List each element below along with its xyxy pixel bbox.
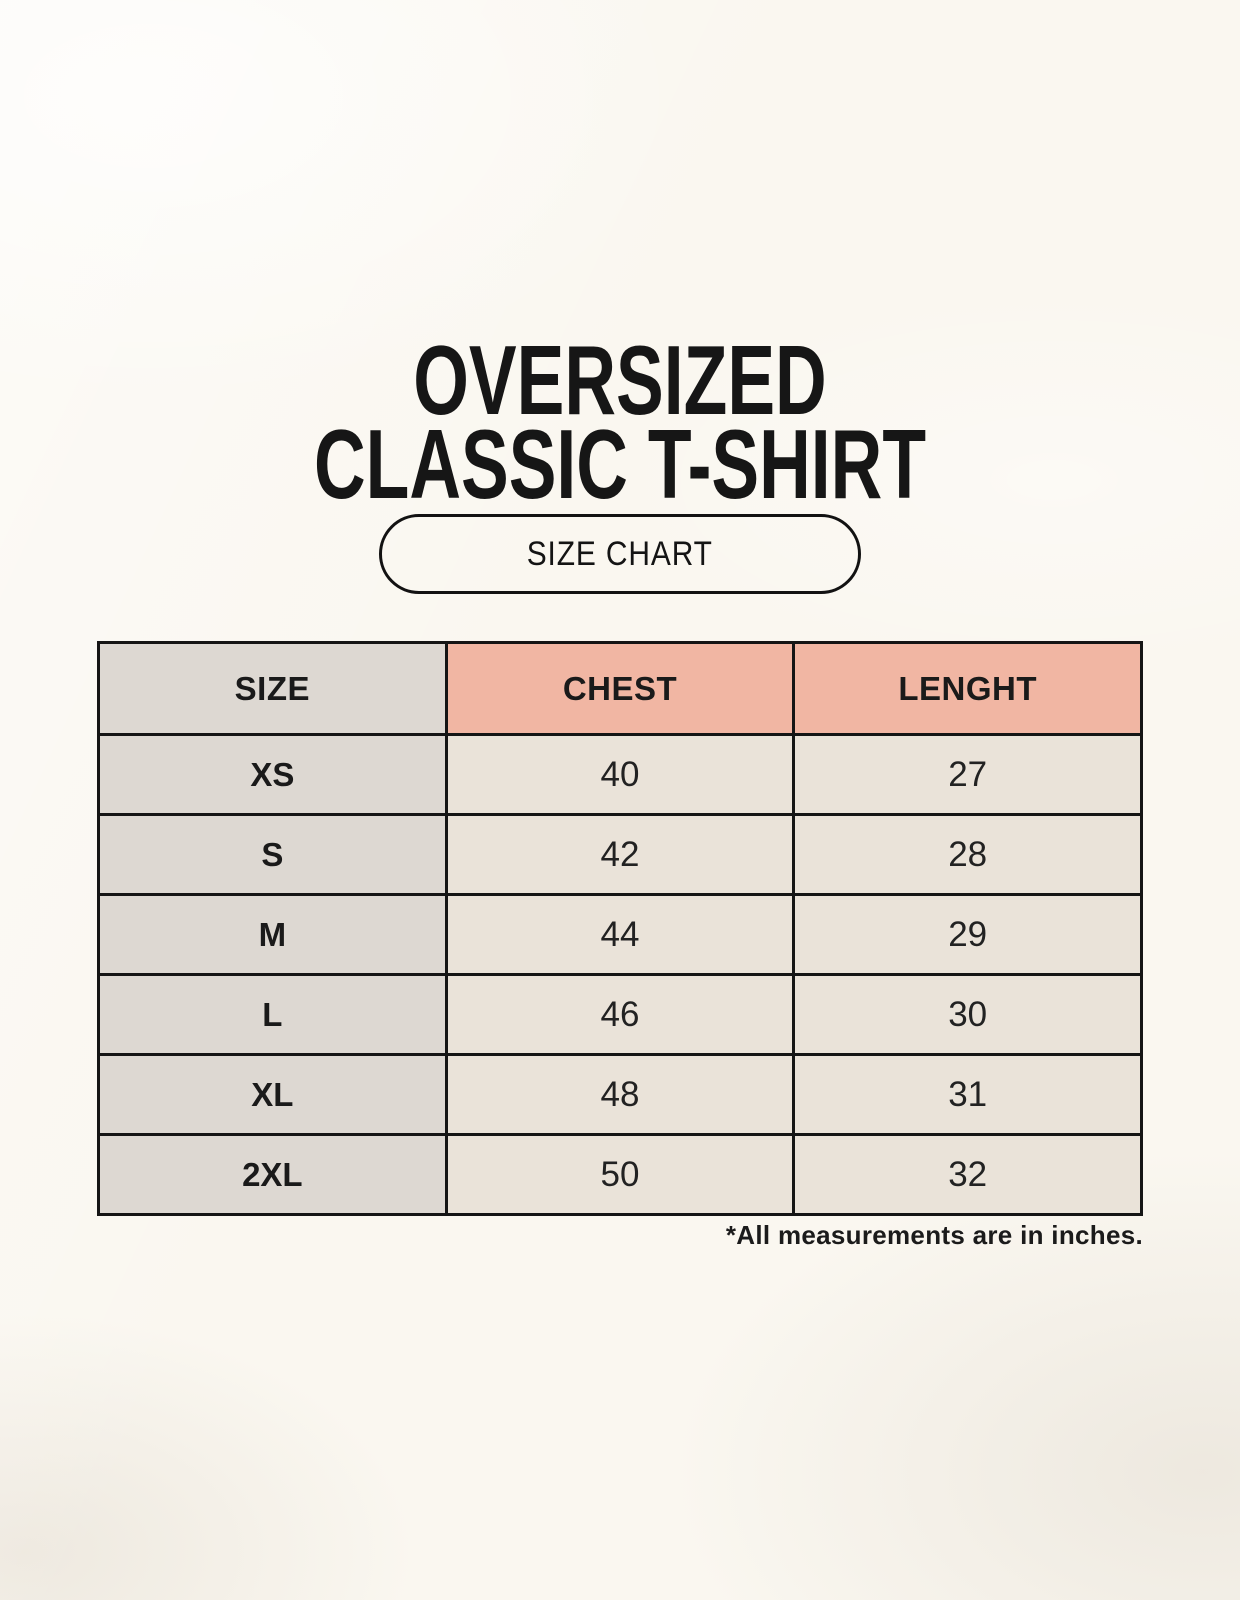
page-title-line-1: OVERSIZED: [413, 325, 827, 435]
size-table: SIZE CHEST LENGHT XS 40 27 S 42 28 M 44 29 L 46 30 X…: [97, 641, 1143, 1216]
size-label-cell: XS: [97, 733, 448, 816]
chest-value-cell: 46: [444, 973, 796, 1056]
chest-value-cell: 40: [444, 733, 796, 816]
table-row: 2XL 50 32: [97, 1133, 1143, 1216]
page-title: OVERSIZED CLASSIC T-SHIRT: [0, 325, 1240, 519]
chest-value-cell: 42: [444, 813, 796, 896]
table-row: L 46 30: [97, 973, 1143, 1056]
size-chart-button-label: SIZE CHART: [526, 534, 714, 573]
column-header-length: LENGHT: [792, 641, 1143, 736]
measurements-footnote: *All measurements are in inches.: [725, 1220, 1143, 1250]
chest-value-cell: 44: [444, 893, 796, 976]
table-row: M 44 29: [97, 893, 1143, 976]
header-row: SIZE CHEST LENGHT: [97, 641, 1143, 736]
length-value-cell: 32: [792, 1133, 1143, 1216]
size-chart-button[interactable]: SIZE CHART: [379, 514, 861, 594]
column-header-size: SIZE: [97, 641, 448, 736]
column-header-chest: CHEST: [444, 641, 796, 736]
table-row: XS 40 27: [97, 733, 1143, 816]
size-label-cell: S: [97, 813, 448, 896]
table-row: S 42 28: [97, 813, 1143, 896]
chest-value-cell: 50: [444, 1133, 796, 1216]
size-label-cell: 2XL: [97, 1133, 448, 1216]
length-value-cell: 28: [792, 813, 1143, 896]
size-table-body: XS 40 27 S 42 28 M 44 29 L 46 30 XL 48 31 2XL 50 32: [97, 733, 1143, 1216]
table-row: XL 48 31: [97, 1053, 1143, 1136]
length-value-cell: 30: [792, 973, 1143, 1056]
size-label-cell: M: [97, 893, 448, 976]
chest-value-cell: 48: [444, 1053, 796, 1136]
size-label-cell: XL: [97, 1053, 448, 1136]
length-value-cell: 29: [792, 893, 1143, 976]
length-value-cell: 27: [792, 733, 1143, 816]
length-value-cell: 31: [792, 1053, 1143, 1136]
page-title-line-2: CLASSIC T-SHIRT: [313, 409, 927, 519]
size-label-cell: L: [97, 973, 448, 1056]
size-table-header: SIZE CHEST LENGHT: [97, 641, 1143, 736]
